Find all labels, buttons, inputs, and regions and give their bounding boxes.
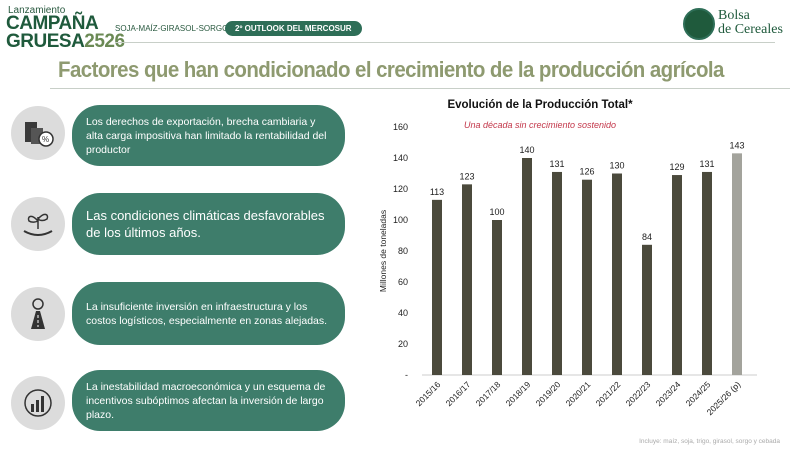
bar-2019/20 bbox=[552, 171, 562, 375]
data-label: 129 bbox=[669, 162, 684, 172]
data-label: 143 bbox=[729, 140, 744, 150]
page-title: Factores que han condicionado el crecimi… bbox=[58, 57, 724, 82]
growth-chart-icon bbox=[11, 376, 65, 430]
x-tick-label: 2021/22 bbox=[594, 379, 623, 408]
data-label: 123 bbox=[459, 171, 474, 181]
chart-title: Evolución de la Producción Total* bbox=[447, 99, 633, 111]
chart-footnote: Incluye: maíz, soja, trigo, girasol, sor… bbox=[639, 438, 780, 445]
x-tick-label: 2024/25 bbox=[684, 379, 713, 408]
y-tick-label: 40 bbox=[398, 308, 408, 318]
factor-text: La insuficiente inversión en infraestruc… bbox=[86, 300, 328, 327]
brand-gruesa-text: GRUESA bbox=[6, 31, 85, 52]
x-tick-label: 2023/24 bbox=[654, 379, 683, 408]
bar-2023/24 bbox=[672, 175, 682, 375]
x-tick-label: 2017/18 bbox=[474, 379, 503, 408]
y-tick-label: 20 bbox=[398, 339, 408, 349]
y-tick-label: 100 bbox=[393, 215, 408, 225]
bar-2022/23 bbox=[642, 244, 652, 375]
x-tick-label: 2015/16 bbox=[414, 379, 443, 408]
coins-percent-icon: % bbox=[11, 106, 65, 160]
production-chart: Evolución de la Producción Total* Una déc… bbox=[378, 99, 757, 417]
factor-pill-climate: Las condiciones climáticas desfavorables… bbox=[72, 193, 345, 255]
brand-year: 2526 bbox=[84, 31, 125, 52]
factor-pill-macro: La inestabilidad macroeconómica y un esq… bbox=[72, 370, 345, 431]
bar-2021/22 bbox=[612, 173, 622, 375]
data-label: 100 bbox=[489, 207, 504, 217]
x-tick-label: 2020/21 bbox=[564, 379, 593, 408]
x-tick-label: 2018/19 bbox=[504, 379, 533, 408]
data-label: 126 bbox=[579, 167, 594, 177]
logo-text-2: de Cereales bbox=[718, 22, 783, 37]
x-tick-label: 2022/23 bbox=[624, 379, 653, 408]
bar-2016/17 bbox=[462, 184, 472, 375]
data-label: 131 bbox=[699, 159, 714, 169]
brand-campana: CAMPAÑA bbox=[6, 13, 99, 34]
bar-2020/21 bbox=[582, 179, 592, 375]
x-tick-label: 2016/17 bbox=[444, 379, 473, 408]
brand-gruesa: GRUESA2526 bbox=[6, 31, 125, 52]
crops-label: SOJA-MAÍZ-GIRASOL-SORGO bbox=[115, 24, 229, 33]
data-label: 131 bbox=[549, 159, 564, 169]
logo-text: Bolsa de Cereales bbox=[718, 9, 783, 37]
y-axis-label: Millones de toneladas bbox=[378, 210, 388, 292]
y-tick-label: - bbox=[405, 370, 408, 380]
svg-text:%: % bbox=[42, 135, 49, 144]
outlook-badge: 2º OUTLOOK DEL MERCOSUR bbox=[225, 21, 362, 36]
bar-2024/25 bbox=[702, 171, 712, 375]
y-tick-label: 80 bbox=[398, 246, 408, 256]
chart-subtitle: Una década sin crecimiento sostenido bbox=[464, 120, 616, 130]
factor-text: Los derechos de exportación, brecha camb… bbox=[86, 115, 327, 156]
bolsa-logo-icon bbox=[683, 8, 715, 40]
road-pin-icon bbox=[11, 287, 65, 341]
bar-2015/16 bbox=[432, 199, 442, 375]
bar-2018/19 bbox=[522, 158, 532, 375]
factor-text: Las condiciones climáticas desfavorables… bbox=[86, 208, 325, 240]
factor-pill-infrastructure: La insuficiente inversión en infraestruc… bbox=[72, 282, 345, 345]
y-tick-label: 140 bbox=[393, 153, 408, 163]
header-divider bbox=[115, 42, 775, 43]
sprout-hand-icon bbox=[11, 197, 65, 251]
data-label: 130 bbox=[609, 161, 624, 171]
data-label: 113 bbox=[430, 187, 444, 197]
brand-lanzamiento: Lanzamiento bbox=[8, 5, 66, 16]
x-tick-label: 2019/20 bbox=[534, 379, 563, 408]
y-tick-label: 60 bbox=[398, 277, 408, 287]
data-label: 140 bbox=[519, 145, 534, 155]
factor-text: La inestabilidad macroeconómica y un esq… bbox=[86, 380, 326, 421]
y-tick-label: 120 bbox=[393, 184, 408, 194]
y-tick-label: 160 bbox=[393, 122, 408, 132]
title-divider bbox=[50, 88, 790, 89]
bar-2017/18 bbox=[492, 220, 502, 375]
factor-pill-taxes: Los derechos de exportación, brecha camb… bbox=[72, 105, 345, 166]
bar-2025/26 (p) bbox=[732, 153, 742, 375]
data-label: 84 bbox=[642, 232, 652, 242]
logo-text-1: Bolsa bbox=[718, 8, 750, 23]
